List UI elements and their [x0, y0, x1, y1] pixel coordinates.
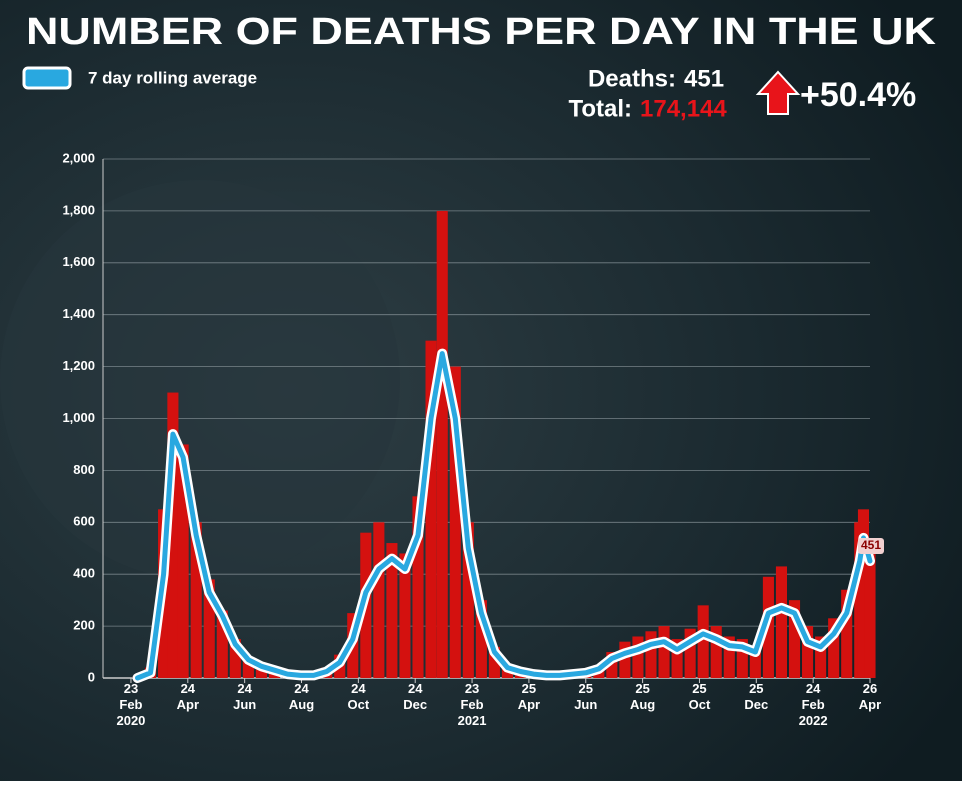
- bar: [425, 340, 437, 678]
- y-tick-label: 2,000: [62, 150, 95, 165]
- bar: [857, 509, 870, 678]
- bar: [658, 626, 670, 678]
- change-value: +50.4%: [800, 76, 916, 114]
- end-label: 451: [861, 538, 881, 552]
- bar: [386, 543, 398, 678]
- y-tick-label: 600: [73, 514, 95, 529]
- x-tick-label: 23 Feb 2021: [458, 681, 487, 728]
- bar: [723, 636, 735, 678]
- bar: [449, 366, 461, 678]
- bar: [216, 610, 228, 678]
- y-tick-label: 1,000: [62, 410, 95, 425]
- virus-image: [0, 180, 400, 580]
- bar: [177, 444, 189, 678]
- bar: [671, 639, 683, 678]
- bar: [412, 496, 424, 678]
- x-tick-label: 25 Dec: [744, 681, 768, 712]
- x-tick-label: 24 Aug: [289, 681, 314, 712]
- bar: [373, 522, 385, 678]
- deaths-value: 451: [684, 65, 724, 92]
- y-tick-label: 800: [73, 462, 95, 477]
- bar: [775, 566, 788, 678]
- bar: [749, 646, 761, 678]
- total-label: Total:: [568, 95, 632, 122]
- bar: [736, 639, 748, 678]
- bar: [462, 522, 474, 678]
- bar: [606, 652, 618, 678]
- y-tick-label: 1,800: [62, 202, 95, 217]
- total-value: 174,144: [640, 95, 727, 122]
- y-tick-label: 0: [88, 669, 95, 684]
- end-label-box: [858, 537, 884, 554]
- bar: [788, 600, 801, 678]
- x-tick-label: 25 Oct: [689, 681, 711, 712]
- bar: [802, 626, 814, 678]
- up-arrow-icon: [755, 70, 801, 115]
- x-tick-label: 24 Jun: [233, 681, 256, 712]
- bar: [475, 600, 487, 678]
- y-tick-label: 1,600: [62, 254, 95, 269]
- bar: [436, 210, 448, 678]
- x-tick-label: 24 Oct: [348, 681, 370, 712]
- y-tick-label: 1,200: [62, 358, 95, 373]
- bar: [190, 522, 202, 678]
- bar: [488, 646, 500, 678]
- bar: [632, 636, 644, 678]
- y-tick-label: 1,400: [62, 306, 95, 321]
- bar: [645, 631, 657, 678]
- bar: [710, 626, 722, 678]
- x-tick-label: 26 Apr: [859, 681, 881, 712]
- bar: [815, 636, 827, 678]
- x-tick-label: 24 Apr: [177, 681, 199, 712]
- chart-title: NUMBER OF DEATHS PER DAY IN THE UK: [26, 11, 937, 53]
- bar: [841, 589, 853, 678]
- bar: [619, 641, 631, 678]
- x-tick-label: 23 Feb 2020: [116, 681, 145, 728]
- bar: [167, 392, 179, 678]
- y-tick-label: 400: [73, 566, 95, 581]
- bar: [242, 657, 254, 678]
- deaths-label: Deaths:: [588, 65, 676, 92]
- x-tick-label: 24 Feb 2022: [799, 681, 828, 728]
- plot-area: 0 200 400 600 800 1,000 1,200 1,400 1,600 1,800 2,…: [62, 150, 884, 728]
- x-tick-label: 24 Dec: [403, 681, 427, 712]
- bar: [828, 618, 840, 678]
- x-tick-label: 25 Aug: [630, 681, 655, 712]
- bar: [229, 639, 241, 678]
- bar: [399, 553, 411, 678]
- y-tick-label: 200: [73, 618, 95, 633]
- x-tick-label: 25 Jun: [574, 681, 597, 712]
- bar: [203, 579, 215, 678]
- x-tick-label: 25 Apr: [518, 681, 540, 712]
- line: [135, 351, 873, 681]
- legend-label: 7 day rolling average: [88, 68, 257, 87]
- bar: [864, 553, 876, 678]
- bar: [684, 628, 696, 678]
- legend-swatch: [22, 66, 72, 90]
- bar: [697, 605, 709, 678]
